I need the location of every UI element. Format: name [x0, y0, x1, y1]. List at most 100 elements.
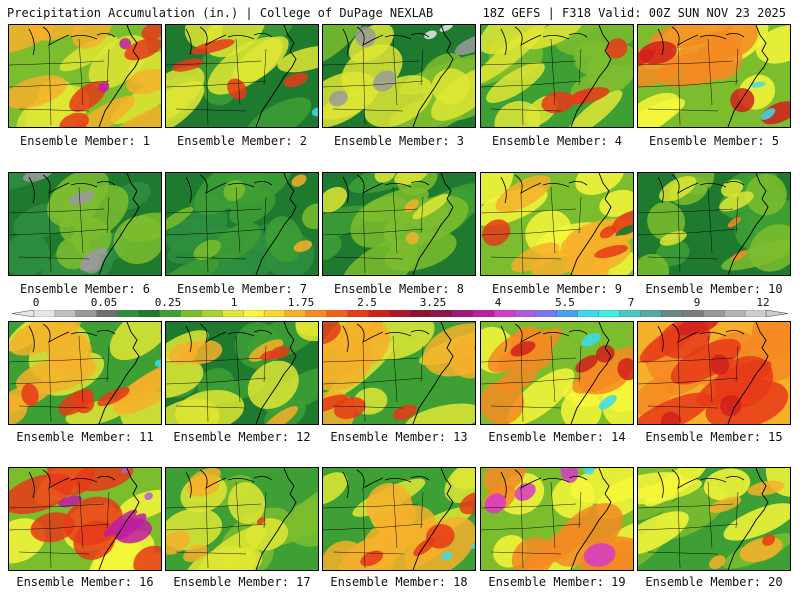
ensemble-member-label: Ensemble Member: 12 — [173, 430, 311, 444]
coastline — [255, 322, 297, 424]
ensemble-member-label: Ensemble Member: 17 — [173, 575, 311, 589]
colorbar-swatch — [682, 310, 704, 317]
colorbar-swatch — [473, 310, 495, 317]
colorbar-swatch — [201, 310, 223, 317]
ensemble-member-label: Ensemble Member: 7 — [176, 282, 308, 296]
ensemble-map-panel — [165, 172, 319, 276]
ensemble-map-panel — [637, 172, 791, 276]
precipitation-field — [638, 25, 790, 127]
ensemble-map-panel — [480, 24, 634, 128]
coastline — [727, 173, 769, 275]
colorbar-swatch — [222, 310, 244, 317]
coastline — [98, 25, 140, 127]
colorbar-swatch — [598, 310, 621, 317]
state-borders — [323, 186, 424, 274]
state-borders — [481, 186, 582, 274]
ensemble-member-label: Ensemble Member: 14 — [488, 430, 626, 444]
precipitation-field — [481, 173, 633, 275]
state-borders — [638, 38, 739, 126]
state-borders — [166, 335, 267, 423]
colorbar-swatch — [431, 310, 453, 317]
state-borders — [166, 481, 267, 569]
colorbar-swatch — [452, 310, 474, 317]
precipitation-field — [481, 468, 633, 570]
colorbar-swatch — [744, 310, 767, 317]
colorbar-swatch — [284, 310, 307, 317]
ensemble-member-label: Ensemble Member: 13 — [330, 430, 468, 444]
state-borders — [323, 38, 424, 126]
colorbar-swatch — [242, 310, 265, 317]
state-borders — [481, 335, 582, 423]
colorbar-tick-label: 0 — [32, 296, 40, 309]
colorbar-tick-label: 7 — [627, 296, 635, 309]
coastline — [255, 173, 297, 275]
ensemble-map-panel — [637, 467, 791, 571]
coastline — [570, 322, 612, 424]
coastline — [412, 173, 454, 275]
precipitation-field — [323, 322, 475, 424]
state-borders — [9, 481, 110, 569]
state-borders — [166, 38, 267, 126]
coastline — [255, 468, 297, 570]
precipitation-field — [323, 173, 475, 275]
colorbar-tick-label: 4 — [494, 296, 502, 309]
ensemble-map-panel — [165, 24, 319, 128]
colorbar-swatch — [54, 310, 77, 317]
ensemble-map-panel — [480, 321, 634, 425]
precipitation-field — [166, 322, 318, 424]
state-borders — [9, 335, 110, 423]
precipitation-field — [166, 468, 318, 570]
ensemble-member-label: Ensemble Member: 15 — [645, 430, 783, 444]
ensemble-map-panel — [480, 467, 634, 571]
run-info: 18Z GEFS | F318 Valid: 00Z SUN NOV 23 20… — [482, 6, 786, 20]
ensemble-map-panel — [322, 24, 476, 128]
ensemble-map-panel — [165, 467, 319, 571]
colorbar-swatch — [389, 310, 411, 317]
state-borders — [638, 335, 739, 423]
state-borders — [481, 38, 582, 126]
state-borders — [638, 481, 739, 569]
coastline — [727, 322, 769, 424]
colorbar-tick-label: 0.05 — [90, 296, 118, 309]
colorbar-swatch — [619, 310, 641, 317]
ensemble-map-panel — [637, 321, 791, 425]
precipitation-field — [9, 173, 161, 275]
ensemble-member-label: Ensemble Member: 11 — [16, 430, 154, 444]
precipitation-field — [166, 173, 318, 275]
ensemble-member-label: Ensemble Member: 2 — [176, 134, 308, 148]
ensemble-map-panel — [8, 24, 162, 128]
colorbar-swatch — [159, 310, 181, 317]
ensemble-map-panel — [322, 467, 476, 571]
coastline — [412, 468, 454, 570]
colorbar-swatch — [75, 310, 98, 317]
colorbar-swatch — [96, 310, 119, 317]
colorbar-swatch — [180, 310, 202, 317]
ensemble-member-label: Ensemble Member: 6 — [19, 282, 151, 296]
precipitation-field — [166, 25, 318, 127]
colorbar-tick-label: 1 — [230, 296, 238, 309]
precipitation-field — [323, 468, 475, 570]
ensemble-member-label: Ensemble Member: 10 — [645, 282, 783, 296]
coastline — [255, 25, 297, 127]
colorbar-swatch — [724, 310, 746, 317]
colorbar-tick-label: 9 — [693, 296, 701, 309]
ensemble-member-label: Ensemble Member: 18 — [330, 575, 468, 589]
coastline — [98, 322, 140, 424]
colorbar-swatch — [577, 310, 600, 317]
precipitation-field — [638, 173, 790, 275]
precipitation-field — [9, 468, 161, 570]
colorbar-swatch — [661, 310, 683, 317]
ensemble-member-label: Ensemble Member: 3 — [333, 134, 465, 148]
coastline — [727, 468, 769, 570]
ensemble-member-label: Ensemble Member: 1 — [19, 134, 151, 148]
colorbar-tick-label: 2.5 — [357, 296, 377, 309]
colorbar-swatch — [556, 310, 579, 317]
ensemble-member-label: Ensemble Member: 4 — [491, 134, 623, 148]
map-title: Precipitation Accumulation (in.) | Colle… — [7, 6, 434, 20]
colorbar-tick-label: 1.75 — [287, 296, 315, 309]
state-borders — [9, 186, 110, 274]
ensemble-map-panel — [8, 467, 162, 571]
colorbar-tick-label: 0.25 — [154, 296, 182, 309]
coastline — [412, 25, 454, 127]
coastline — [98, 173, 140, 275]
